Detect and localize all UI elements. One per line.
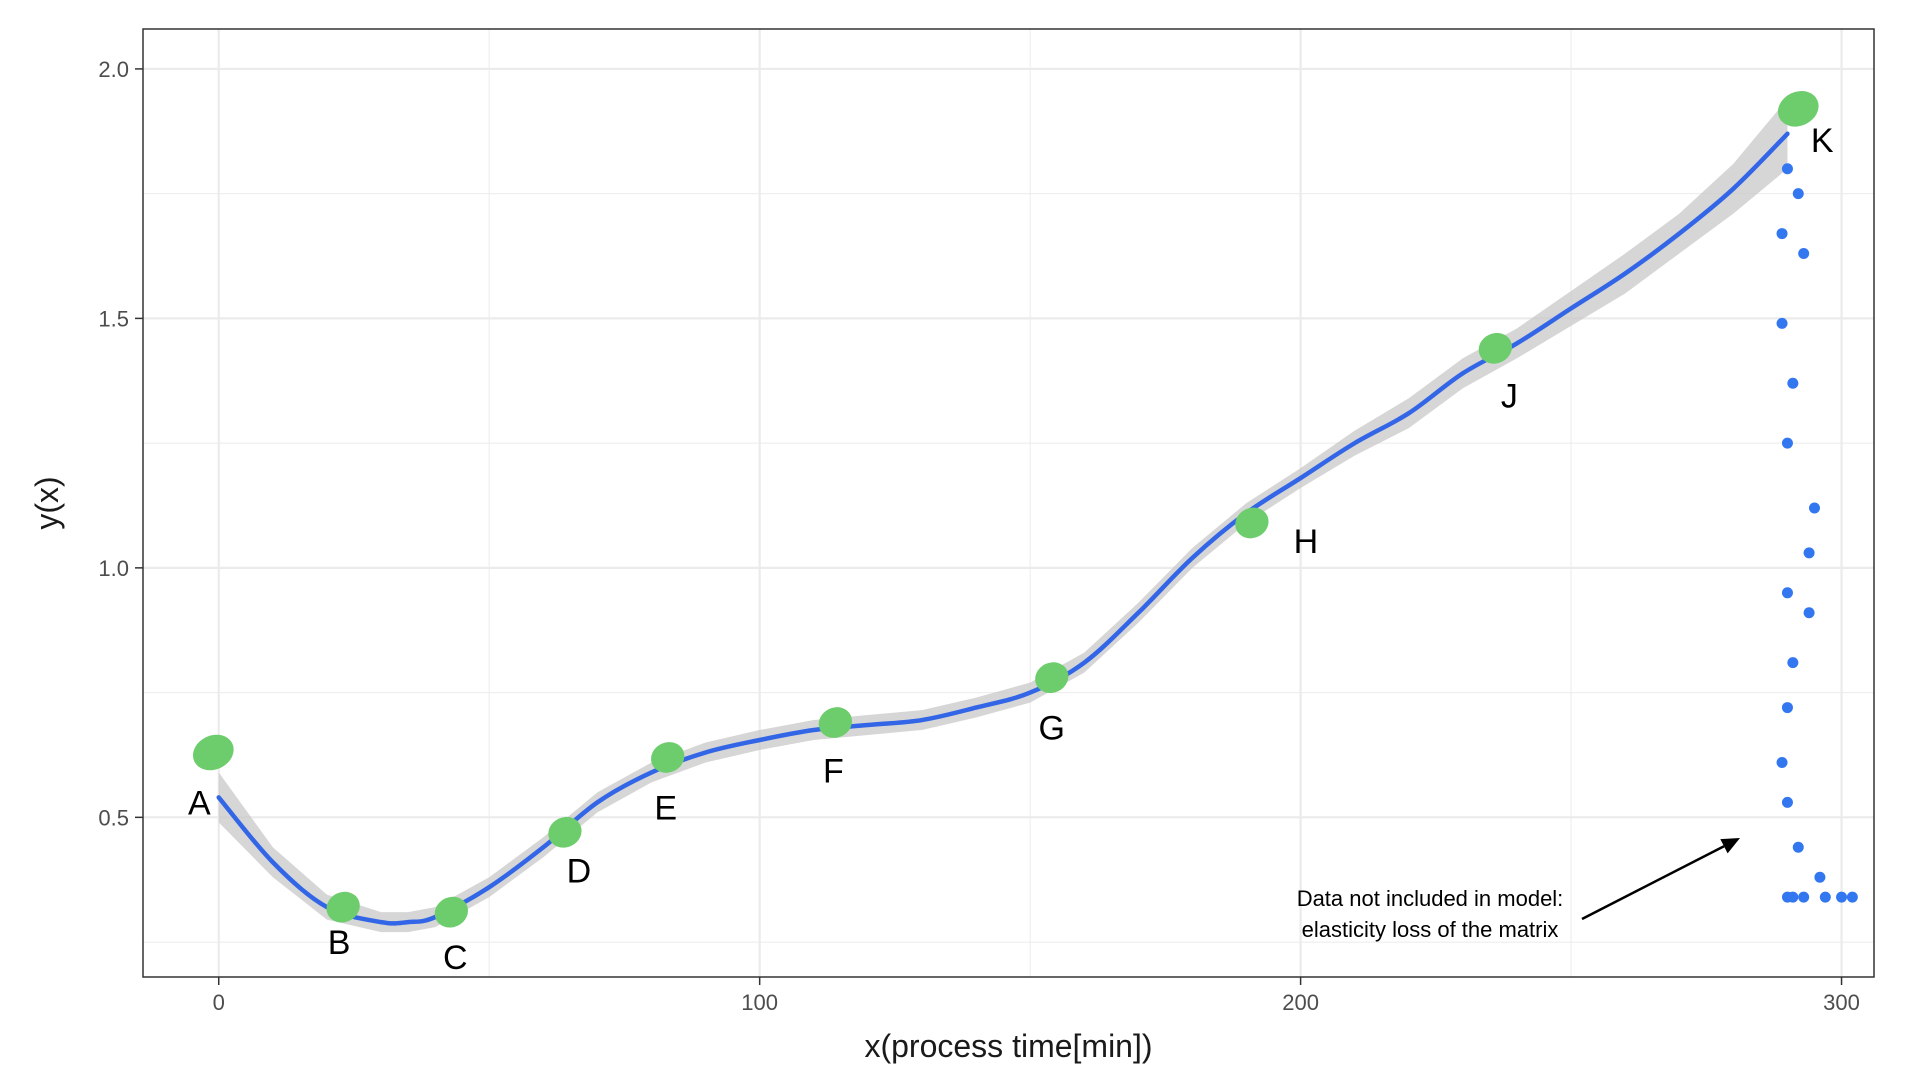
key-point-a <box>192 734 234 771</box>
excluded-data-point <box>1781 587 1793 599</box>
excluded-data-point <box>1798 891 1810 903</box>
y-axis-title: y(x) <box>29 476 65 529</box>
excluded-data-point <box>1776 756 1788 768</box>
excluded-data-point <box>1792 188 1804 200</box>
key-point-g <box>1035 662 1069 694</box>
excluded-data-point <box>1787 657 1799 669</box>
annotation: Data not included in model: elasticity l… <box>1297 838 1740 942</box>
key-point-e <box>651 742 685 773</box>
key-point-label-c: C <box>443 939 468 977</box>
key-point-j <box>1478 332 1513 364</box>
annotation-line-2: elasticity loss of the matrix <box>1302 917 1559 942</box>
key-point-label-a: A <box>188 784 211 822</box>
excluded-data-point <box>1776 317 1788 329</box>
key-point-label-g: G <box>1039 710 1065 748</box>
key-point-c <box>434 896 468 928</box>
key-point-b <box>326 891 360 923</box>
key-point-label-e: E <box>654 789 677 827</box>
key-point-f <box>818 707 853 738</box>
x-tick-label: 200 <box>1282 990 1319 1015</box>
excluded-data-point <box>1787 377 1799 389</box>
key-point-label-k: K <box>1811 122 1834 160</box>
confidence-band <box>218 98 1788 933</box>
excluded-data-point <box>1776 228 1788 240</box>
key-point-d <box>548 816 582 848</box>
key-point-label-h: H <box>1294 523 1319 561</box>
excluded-data-point <box>1781 163 1793 175</box>
key-point-h <box>1235 507 1269 539</box>
y-tick-label: 1.0 <box>98 556 129 581</box>
key-point-label-f: F <box>823 753 844 791</box>
axis-ticks: 0 100 200 300 0.5 1.0 1.5 2.0 <box>98 57 1859 1015</box>
excluded-data-point <box>1781 437 1793 449</box>
excluded-data-point <box>1792 841 1804 853</box>
smooth-line-layer <box>216 131 1790 926</box>
excluded-data-point <box>1781 702 1793 714</box>
excluded-points-layer <box>1776 163 1858 903</box>
annotation-arrowhead <box>1720 838 1740 854</box>
excluded-data-point <box>1803 547 1815 559</box>
key-point-label-j: J <box>1501 377 1518 415</box>
key-point-label-b: B <box>328 924 351 962</box>
x-tick-label: 100 <box>741 990 778 1015</box>
key-points-layer: A B C D E F G H J K <box>188 91 1834 977</box>
smooth-line <box>216 131 1790 926</box>
excluded-data-point <box>1819 891 1831 903</box>
excluded-data-point <box>1846 891 1858 903</box>
x-tick-label: 300 <box>1823 990 1860 1015</box>
excluded-data-point <box>1798 248 1810 260</box>
confidence-band-layer <box>218 98 1788 933</box>
x-axis-title: x(process time[min]) <box>864 1028 1152 1064</box>
excluded-data-point <box>1803 607 1815 619</box>
y-tick-label: 1.5 <box>98 306 129 331</box>
y-tick-label: 0.5 <box>98 805 129 830</box>
key-point-label-d: D <box>567 852 592 890</box>
excluded-data-point <box>1836 891 1848 903</box>
key-point-k <box>1777 91 1819 127</box>
y-tick-label: 2.0 <box>98 57 129 82</box>
panel-border-rect <box>142 28 1875 978</box>
annotation-arrow <box>1581 845 1725 921</box>
panel-border <box>142 28 1875 978</box>
excluded-data-point <box>1814 871 1826 883</box>
annotation-line-1: Data not included in model: <box>1297 886 1564 911</box>
excluded-data-point <box>1787 891 1799 903</box>
x-tick-label: 0 <box>213 990 225 1015</box>
excluded-data-point <box>1808 502 1820 514</box>
excluded-data-point <box>1781 796 1793 808</box>
grid <box>143 29 1874 977</box>
